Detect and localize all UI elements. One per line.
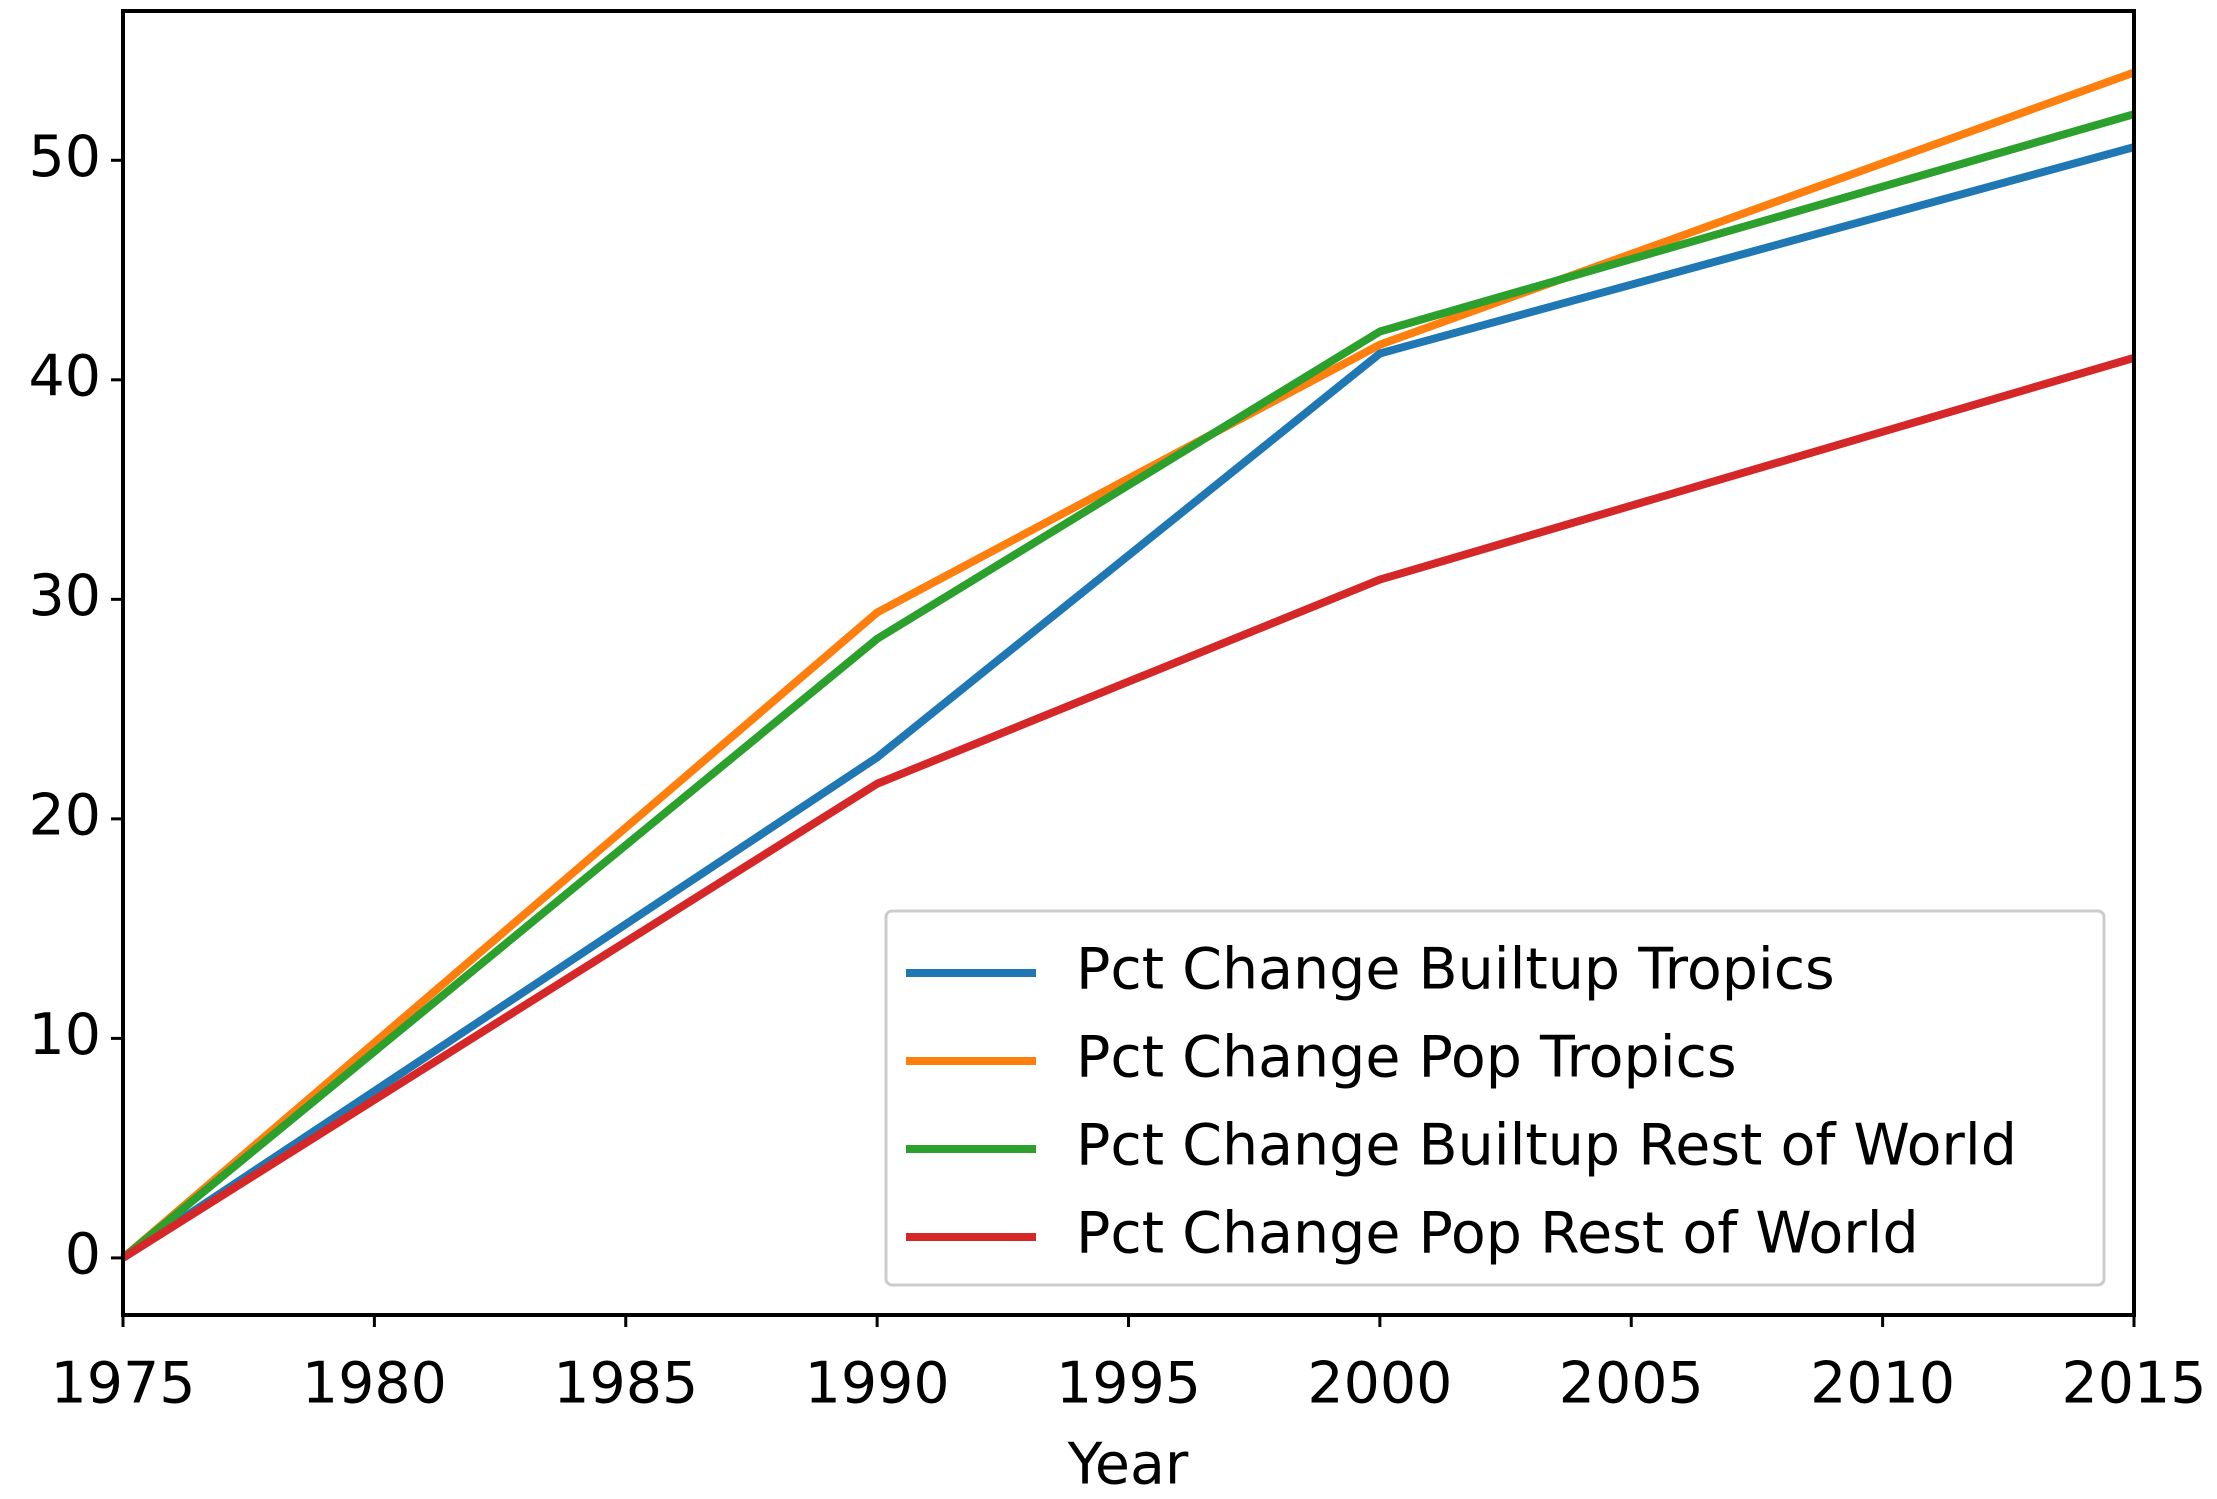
- series-line: [120, 354, 2136, 1262]
- x-tick-label: 2010: [1810, 1351, 1955, 1417]
- legend-box: [884, 909, 2106, 1287]
- x-tick-label: 1975: [50, 1351, 195, 1417]
- series-line: [120, 68, 2136, 1261]
- y-tick-label: 20: [28, 782, 101, 848]
- x-tick-label: 2015: [2061, 1351, 2206, 1417]
- x-tick-label: 1985: [553, 1351, 698, 1417]
- y-tick-label: 0: [65, 1222, 101, 1288]
- x-tick-label: 1980: [302, 1351, 447, 1417]
- series-line: [120, 110, 2136, 1262]
- y-tick-label: 50: [28, 124, 101, 190]
- y-tick-label: 30: [28, 563, 101, 629]
- y-tick-label: 10: [28, 1002, 101, 1068]
- series-line: [120, 143, 2136, 1262]
- x-tick-label: 1995: [1056, 1351, 1201, 1417]
- legend-label: Pct Change Pop Tropics: [1076, 1025, 1737, 1091]
- y-tick-label: 40: [28, 343, 101, 409]
- x-tick-label: 2005: [1559, 1351, 1704, 1417]
- x-tick-label: 1990: [805, 1351, 950, 1417]
- legend-label: Pct Change Builtup Tropics: [1076, 937, 1835, 1003]
- legend-label: Pct Change Pop Rest of World: [1076, 1201, 1919, 1267]
- x-tick-label: 2000: [1307, 1351, 1452, 1417]
- legend-label: Pct Change Builtup Rest of World: [1076, 1113, 2017, 1179]
- x-axis-label: Year: [1067, 1432, 1189, 1498]
- plot-frame: [121, 9, 2136, 1317]
